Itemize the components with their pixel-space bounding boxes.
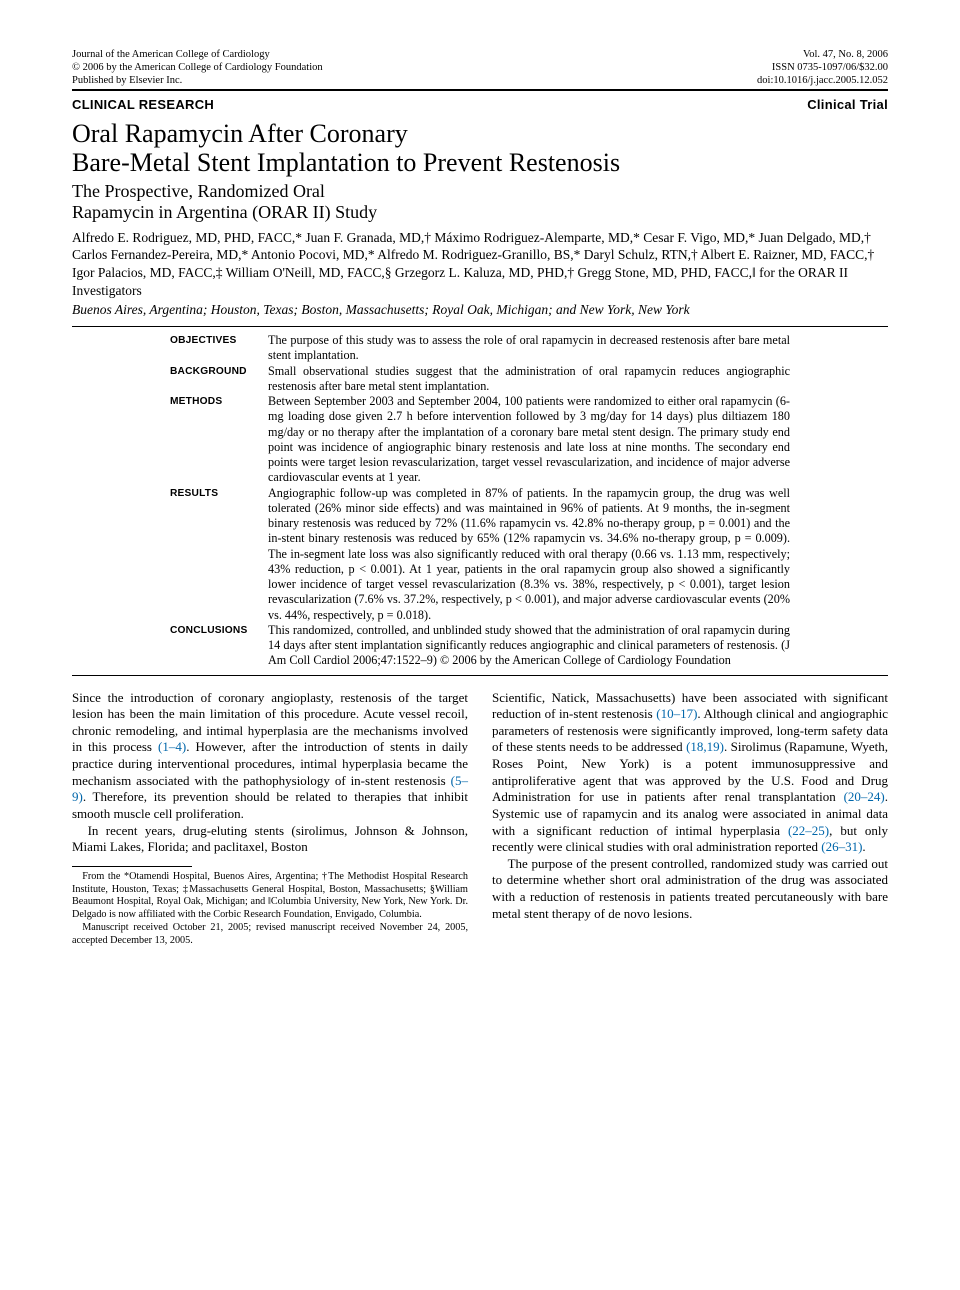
- affiliation-cities: Buenos Aires, Argentina; Houston, Texas;…: [72, 302, 888, 318]
- abstract-row-background: BACKGROUND Small observational studies s…: [170, 364, 790, 395]
- body-columns: Since the introduction of coronary angio…: [72, 690, 888, 948]
- column-right: Scientific, Natick, Massachusetts) have …: [492, 690, 888, 948]
- abstract-row-results: RESULTS Angiographic follow-up was compl…: [170, 486, 790, 623]
- body-text: .: [862, 839, 865, 854]
- ref-link[interactable]: (26–31): [821, 839, 862, 854]
- abstract-label: METHODS: [170, 394, 268, 408]
- body-paragraph: The purpose of the present controlled, r…: [492, 856, 888, 923]
- journal-meta: Journal of the American College of Cardi…: [72, 48, 888, 87]
- subtitle-line-1: The Prospective, Randomized Oral: [72, 181, 325, 201]
- top-rule: [72, 89, 888, 91]
- abstract-label: OBJECTIVES: [170, 333, 268, 347]
- column-left: Since the introduction of coronary angio…: [72, 690, 468, 948]
- body-paragraph: Since the introduction of coronary angio…: [72, 690, 468, 823]
- journal-meta-left: Journal of the American College of Cardi…: [72, 48, 323, 87]
- abstract-text: Small observational studies suggest that…: [268, 364, 790, 395]
- title-line-1: Oral Rapamycin After Coronary: [72, 119, 408, 148]
- abstract-table: OBJECTIVES The purpose of this study was…: [170, 333, 790, 669]
- abstract-label: RESULTS: [170, 486, 268, 500]
- footnote-affiliations: From the *Otamendi Hospital, Buenos Aire…: [72, 871, 468, 922]
- journal-meta-right: Vol. 47, No. 8, 2006 ISSN 0735-1097/06/$…: [757, 48, 888, 87]
- abstract-label: BACKGROUND: [170, 364, 268, 378]
- volume-issue: Vol. 47, No. 8, 2006: [757, 48, 888, 61]
- doi: doi:10.1016/j.jacc.2005.12.052: [757, 74, 888, 87]
- abstract-block: OBJECTIVES The purpose of this study was…: [72, 326, 888, 676]
- title-line-2: Bare-Metal Stent Implantation to Prevent…: [72, 148, 620, 177]
- publisher: Published by Elsevier Inc.: [72, 74, 323, 87]
- abstract-row-conclusions: CONCLUSIONS This randomized, controlled,…: [170, 623, 790, 669]
- footnote-rule: [72, 866, 192, 867]
- journal-name: Journal of the American College of Cardi…: [72, 48, 323, 61]
- ref-link[interactable]: (1–4): [158, 739, 186, 754]
- ref-link[interactable]: (22–25): [788, 823, 829, 838]
- abstract-text: Angiographic follow-up was completed in …: [268, 486, 790, 623]
- abstract-row-objectives: OBJECTIVES The purpose of this study was…: [170, 333, 790, 364]
- ref-link[interactable]: (18,19): [686, 739, 724, 754]
- abstract-text: The purpose of this study was to assess …: [268, 333, 790, 364]
- abstract-text: This randomized, controlled, and unblind…: [268, 623, 790, 669]
- ref-link[interactable]: (20–24): [844, 789, 885, 804]
- body-text: . Therefore, its prevention should be re…: [72, 789, 468, 821]
- body-paragraph: Scientific, Natick, Massachusetts) have …: [492, 690, 888, 856]
- abstract-text: Between September 2003 and September 200…: [268, 394, 790, 486]
- footnote-block: From the *Otamendi Hospital, Buenos Aire…: [72, 871, 468, 948]
- subtitle-line-2: Rapamycin in Argentina (ORAR II) Study: [72, 202, 377, 222]
- section-header: CLINICAL RESEARCH Clinical Trial: [72, 97, 888, 114]
- ref-link[interactable]: (10–17): [656, 706, 697, 721]
- body-paragraph: In recent years, drug-eluting stents (si…: [72, 823, 468, 856]
- issn: ISSN 0735-1097/06/$32.00: [757, 61, 888, 74]
- abstract-row-methods: METHODS Between September 2003 and Septe…: [170, 394, 790, 486]
- article-subtitle: The Prospective, Randomized Oral Rapamyc…: [72, 181, 888, 222]
- section-left: CLINICAL RESEARCH: [72, 97, 214, 114]
- section-right: Clinical Trial: [807, 97, 888, 114]
- authors-list: Alfredo E. Rodriguez, MD, PHD, FACC,* Ju…: [72, 229, 888, 300]
- copyright: © 2006 by the American College of Cardio…: [72, 61, 323, 74]
- footnote-dates: Manuscript received October 21, 2005; re…: [72, 922, 468, 948]
- abstract-label: CONCLUSIONS: [170, 623, 268, 637]
- article-title: Oral Rapamycin After Coronary Bare-Metal…: [72, 120, 888, 177]
